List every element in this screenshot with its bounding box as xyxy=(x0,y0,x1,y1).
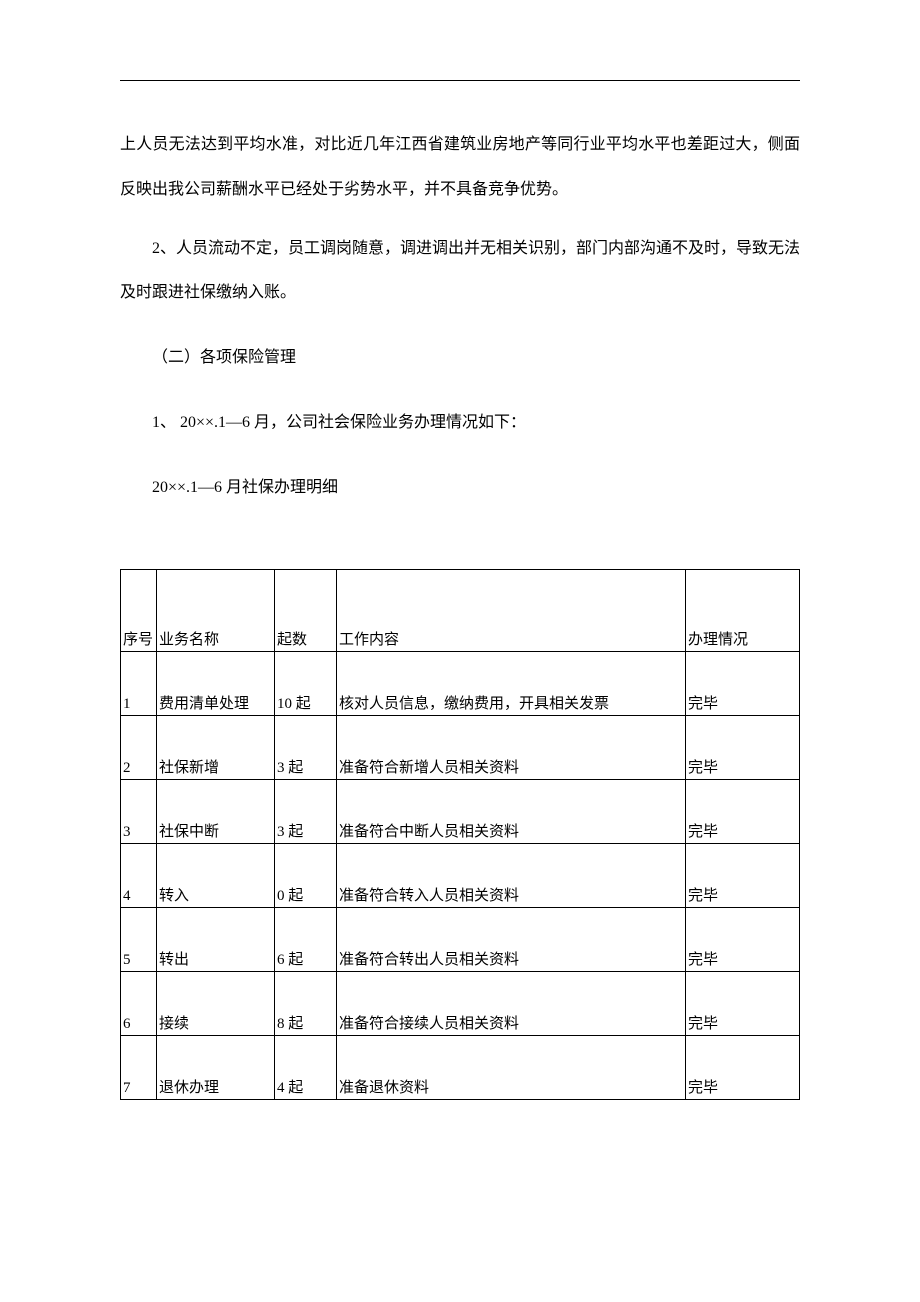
cell-status: 完毕 xyxy=(686,715,800,779)
cell-status: 完毕 xyxy=(686,779,800,843)
cell-status: 完毕 xyxy=(686,1035,800,1099)
cell-content: 准备退休资料 xyxy=(337,1035,686,1099)
cell-content: 准备符合转出人员相关资料 xyxy=(337,907,686,971)
cell-name: 费用清单处理 xyxy=(157,651,275,715)
cell-name: 社保新增 xyxy=(157,715,275,779)
col-header-name: 业务名称 xyxy=(157,569,275,651)
cell-content: 准备符合新增人员相关资料 xyxy=(337,715,686,779)
cell-status: 完毕 xyxy=(686,971,800,1035)
cell-name: 接续 xyxy=(157,971,275,1035)
page-top-rule xyxy=(120,80,800,81)
table-row: 4 转入 0 起 准备符合转入人员相关资料 完毕 xyxy=(121,843,800,907)
cell-seq: 2 xyxy=(121,715,157,779)
cell-count: 6 起 xyxy=(275,907,337,971)
table-row: 3 社保中断 3 起 准备符合中断人员相关资料 完毕 xyxy=(121,779,800,843)
cell-count: 10 起 xyxy=(275,651,337,715)
section-heading: （二）各项保险管理 xyxy=(120,336,800,381)
social-insurance-detail-table: 序号 业务名称 起数 工作内容 办理情况 1 费用清单处理 10 起 核对人员信… xyxy=(120,569,800,1100)
cell-seq: 5 xyxy=(121,907,157,971)
cell-name: 转出 xyxy=(157,907,275,971)
cell-count: 8 起 xyxy=(275,971,337,1035)
cell-seq: 3 xyxy=(121,779,157,843)
table-caption: 20××.1—6 月社保办理明细 xyxy=(120,466,800,511)
cell-content: 准备符合中断人员相关资料 xyxy=(337,779,686,843)
cell-content: 准备符合转入人员相关资料 xyxy=(337,843,686,907)
paragraph-1: 上人员无法达到平均水准，对比近几年江西省建筑业房地产等同行业平均水平也差距过大，… xyxy=(120,123,800,213)
cell-seq: 7 xyxy=(121,1035,157,1099)
cell-seq: 1 xyxy=(121,651,157,715)
cell-status: 完毕 xyxy=(686,843,800,907)
cell-seq: 6 xyxy=(121,971,157,1035)
table-row: 7 退休办理 4 起 准备退休资料 完毕 xyxy=(121,1035,800,1099)
cell-count: 3 起 xyxy=(275,715,337,779)
paragraph-2: 2、人员流动不定，员工调岗随意，调进调出并无相关识别，部门内部沟通不及时，导致无… xyxy=(120,227,800,317)
table-header-row: 序号 业务名称 起数 工作内容 办理情况 xyxy=(121,569,800,651)
cell-seq: 4 xyxy=(121,843,157,907)
table-row: 6 接续 8 起 准备符合接续人员相关资料 完毕 xyxy=(121,971,800,1035)
col-header-seq: 序号 xyxy=(121,569,157,651)
col-header-status: 办理情况 xyxy=(686,569,800,651)
cell-content: 准备符合接续人员相关资料 xyxy=(337,971,686,1035)
table-row: 2 社保新增 3 起 准备符合新增人员相关资料 完毕 xyxy=(121,715,800,779)
cell-count: 4 起 xyxy=(275,1035,337,1099)
cell-count: 0 起 xyxy=(275,843,337,907)
cell-name: 社保中断 xyxy=(157,779,275,843)
col-header-content: 工作内容 xyxy=(337,569,686,651)
col-header-count: 起数 xyxy=(275,569,337,651)
table-row: 1 费用清单处理 10 起 核对人员信息，缴纳费用，开具相关发票 完毕 xyxy=(121,651,800,715)
paragraph-4: 1、 20××.1—6 月，公司社会保险业务办理情况如下： xyxy=(120,401,800,446)
cell-content: 核对人员信息，缴纳费用，开具相关发票 xyxy=(337,651,686,715)
cell-name: 退休办理 xyxy=(157,1035,275,1099)
cell-status: 完毕 xyxy=(686,651,800,715)
cell-name: 转入 xyxy=(157,843,275,907)
cell-status: 完毕 xyxy=(686,907,800,971)
cell-count: 3 起 xyxy=(275,779,337,843)
table-row: 5 转出 6 起 准备符合转出人员相关资料 完毕 xyxy=(121,907,800,971)
